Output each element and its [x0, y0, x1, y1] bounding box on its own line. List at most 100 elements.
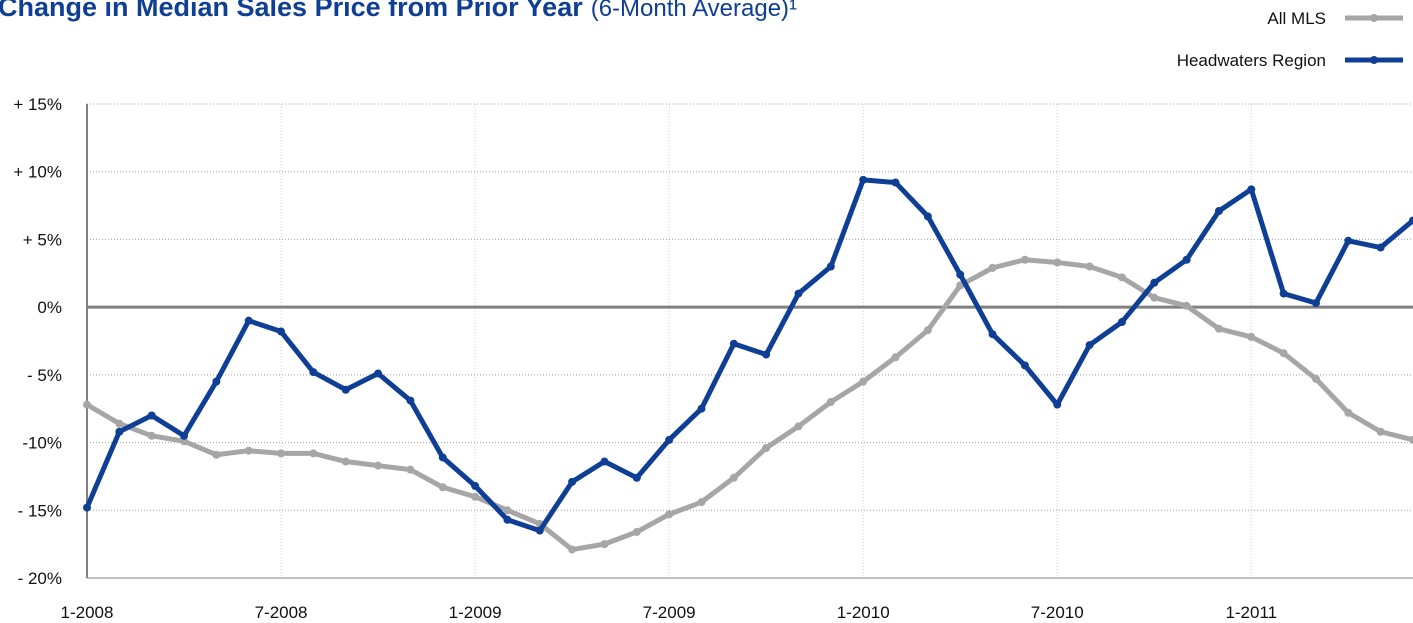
data-point — [341, 457, 350, 466]
data-point — [1279, 349, 1288, 358]
data-point — [471, 492, 480, 501]
data-point — [406, 396, 415, 405]
data-point — [115, 419, 124, 428]
data-point — [826, 262, 835, 271]
chart-subtitle: (6-Month Average)¹ — [591, 0, 797, 22]
x-tick-label: 1-2011 — [1225, 603, 1277, 622]
data-point — [568, 545, 577, 554]
data-point — [503, 506, 512, 515]
data-point — [891, 353, 900, 362]
legend: All MLS Headwaters Region — [1177, 9, 1403, 70]
legend-label: All MLS — [1267, 9, 1326, 28]
data-point — [988, 330, 997, 339]
data-point — [471, 481, 480, 490]
data-point — [762, 350, 771, 359]
data-point — [309, 368, 318, 377]
data-point — [438, 483, 447, 492]
data-point — [859, 377, 868, 386]
data-point — [1344, 236, 1353, 245]
data-point — [697, 404, 706, 413]
data-point — [1182, 301, 1191, 310]
data-point — [147, 431, 156, 440]
data-point — [1344, 408, 1353, 417]
y-tick-label: + 15% — [13, 95, 62, 114]
series-line — [85, 257, 1413, 553]
data-point — [1247, 332, 1256, 341]
data-point — [1085, 262, 1094, 271]
data-point — [600, 457, 609, 466]
y-tick-label: 0% — [37, 298, 62, 317]
data-point — [891, 178, 900, 187]
data-point — [212, 450, 221, 459]
data-point — [341, 385, 350, 394]
data-point — [535, 526, 544, 535]
y-tick-label: - 20% — [18, 569, 62, 588]
grid — [86, 103, 1413, 579]
y-tick-label: - 5% — [27, 366, 62, 385]
data-point — [503, 515, 512, 524]
series-line — [84, 177, 1413, 534]
x-tick-label: 1-2010 — [837, 603, 890, 622]
data-point — [212, 377, 221, 386]
data-point — [568, 477, 577, 486]
data-point — [794, 422, 803, 431]
data-point — [729, 473, 738, 482]
data-point — [180, 431, 189, 440]
data-point — [374, 461, 383, 470]
legend-dot — [1370, 14, 1378, 22]
data-point — [1020, 361, 1029, 370]
data-point — [406, 465, 415, 474]
data-point — [1020, 255, 1029, 264]
plot-area — [83, 175, 1413, 554]
x-tick-label: 7-2010 — [1031, 603, 1084, 622]
data-point — [1311, 374, 1320, 383]
data-point — [1409, 435, 1413, 444]
data-point — [859, 175, 868, 184]
data-point — [438, 453, 447, 462]
data-point — [1214, 324, 1223, 333]
data-point — [1409, 216, 1413, 225]
data-point — [1117, 318, 1126, 327]
data-point — [988, 263, 997, 272]
x-tick-label: 7-2008 — [255, 603, 308, 622]
data-point — [1279, 289, 1288, 298]
data-point — [309, 449, 318, 458]
y-tick-label: - 15% — [18, 501, 62, 520]
data-point — [632, 473, 641, 482]
data-point — [697, 498, 706, 507]
data-point — [1150, 278, 1159, 287]
data-point — [147, 411, 156, 420]
data-point — [794, 289, 803, 298]
data-point — [1117, 273, 1126, 282]
data-point — [277, 449, 286, 458]
legend-label: Headwaters Region — [1177, 51, 1326, 70]
data-point — [729, 339, 738, 348]
data-point — [1150, 293, 1159, 302]
data-point — [762, 443, 771, 452]
data-point — [115, 427, 124, 436]
chart-title: Change in Median Sales Price from Prior … — [0, 0, 583, 22]
data-point — [83, 400, 91, 409]
x-tick-label: 1-2009 — [449, 603, 502, 622]
legend-dot — [1370, 56, 1378, 64]
data-point — [1182, 255, 1191, 264]
data-point — [632, 527, 641, 536]
data-point — [923, 326, 932, 335]
y-tick-label: + 5% — [23, 230, 62, 249]
x-tick-label: 7-2009 — [643, 603, 696, 622]
data-point — [1247, 185, 1256, 194]
data-point — [665, 435, 674, 444]
data-point — [244, 446, 253, 455]
data-point — [374, 369, 383, 378]
data-point — [1376, 243, 1385, 252]
data-point — [1311, 299, 1320, 308]
data-point — [277, 327, 286, 336]
data-point — [1214, 206, 1223, 215]
x-tick-label: 1-2008 — [61, 603, 114, 622]
data-point — [1053, 258, 1062, 267]
y-tick-label: -10% — [22, 434, 62, 453]
data-point — [826, 397, 835, 406]
chart-title-group: Change in Median Sales Price from Prior … — [0, 0, 797, 22]
